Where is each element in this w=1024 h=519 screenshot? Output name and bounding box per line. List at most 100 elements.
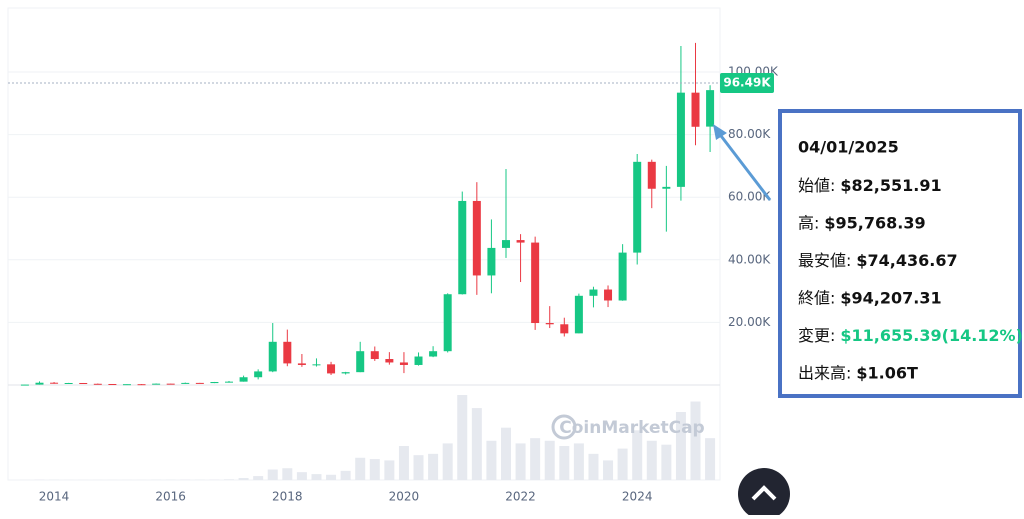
candle-body [298,363,306,365]
volume-bar [443,443,453,480]
x-tick-label: 2016 [155,490,186,504]
tooltip-row: 始値:$82,551.91 [798,176,942,195]
tooltip-date: 04/01/2025 [798,138,899,157]
volume-bar [691,402,701,480]
volume-bar [311,474,321,480]
candle-body [633,162,641,253]
last-price-label: 96.49K [723,75,771,89]
tooltip-label: 終値: [798,288,835,307]
volume-bar [705,438,715,480]
volume-bar [559,446,569,480]
tooltip-label: 出来高: [798,363,851,382]
volume-bar [384,460,394,480]
candle-body [487,248,495,276]
candle-body [502,240,510,248]
y-tick-label: 20.00K [728,315,771,329]
candle-body [35,383,43,385]
volume-bar [618,449,628,480]
candle-body [385,359,393,362]
candle-body [181,383,189,384]
candle-body [473,201,481,275]
candle-body [225,382,233,383]
volume-bar [414,455,424,480]
y-tick-label: 40.00K [728,252,771,266]
candle-body [692,93,700,127]
candle-body [283,342,291,364]
candle-body [108,384,116,385]
candle-body [196,383,204,384]
candle-body [50,383,58,384]
volume-bar [472,408,482,480]
candle-body [662,187,670,189]
volume-bar [370,459,380,480]
candle-body [444,294,452,351]
candle-body [619,253,627,301]
candle-body [400,362,408,365]
candle-body [371,351,379,359]
tooltip-row: 変更: $11,655.39(14.12%) [798,326,1023,345]
candle-body [21,385,29,386]
tooltip-value: $11,655.39(14.12%) [840,326,1022,345]
tooltip-row: 最安値: $74,436.67 [798,251,958,270]
volume-bar [501,428,511,480]
candle-body [138,384,146,385]
candle-body [517,240,525,243]
candle-body [254,371,262,377]
volume-bar [486,441,496,480]
y-tick-label: 80.00K [728,127,771,141]
tooltip-value: $82,551.91 [840,176,941,195]
scroll-top-button[interactable] [738,468,790,515]
candle-body [152,384,160,385]
tooltip-value: $1.06T [856,363,918,382]
tooltip-label: 高: [798,213,819,232]
volume-bar [545,441,555,480]
volume-bar [530,438,540,480]
candle-body [531,243,539,323]
volume-bar [428,454,438,480]
candle-body [356,351,364,372]
tooltip-label: 変更: [798,326,835,345]
candle-body [604,290,612,301]
candle-body [312,364,320,365]
volume-bar [457,395,467,480]
candle-body [167,384,175,385]
volume-bar [647,441,657,480]
tooltip-row: 高: $95,768.39 [798,213,926,232]
candle-body [648,162,656,189]
volume-bar [516,443,526,480]
volume-bar [253,476,263,480]
candle-body [269,342,277,372]
tooltip-value: $95,768.39 [824,213,925,232]
volume-bar [268,470,278,480]
candle-body [65,383,73,384]
volume-bar [574,443,584,480]
x-tick-label: 2022 [505,490,536,504]
candle-body [327,364,335,373]
tooltip-row: 終値: $94,207.31 [798,288,942,307]
volume-bar [239,478,249,480]
candle-body [123,384,131,385]
volume-bar [282,468,292,480]
candle-body [429,351,437,356]
watermark: CoinMarketCap [559,418,704,438]
candle-body [546,323,554,324]
candle-body [342,372,350,373]
volume-bar [297,472,307,480]
tooltip-label: 最安値: [798,251,851,270]
tooltip-value: $94,207.31 [840,288,941,307]
volume-bar [224,479,234,480]
volume-bar [326,475,336,480]
candle-body [94,384,102,385]
volume-bar [355,458,365,480]
candle-body [575,296,583,334]
volume-bar [603,460,613,480]
candle-body [677,93,685,187]
x-tick-label: 2024 [622,490,653,504]
candle-body [706,90,714,126]
x-tick-label: 2020 [389,490,420,504]
candle-body [458,201,466,294]
volume-bar [341,471,351,480]
tooltip-value: $74,436.67 [856,251,957,270]
